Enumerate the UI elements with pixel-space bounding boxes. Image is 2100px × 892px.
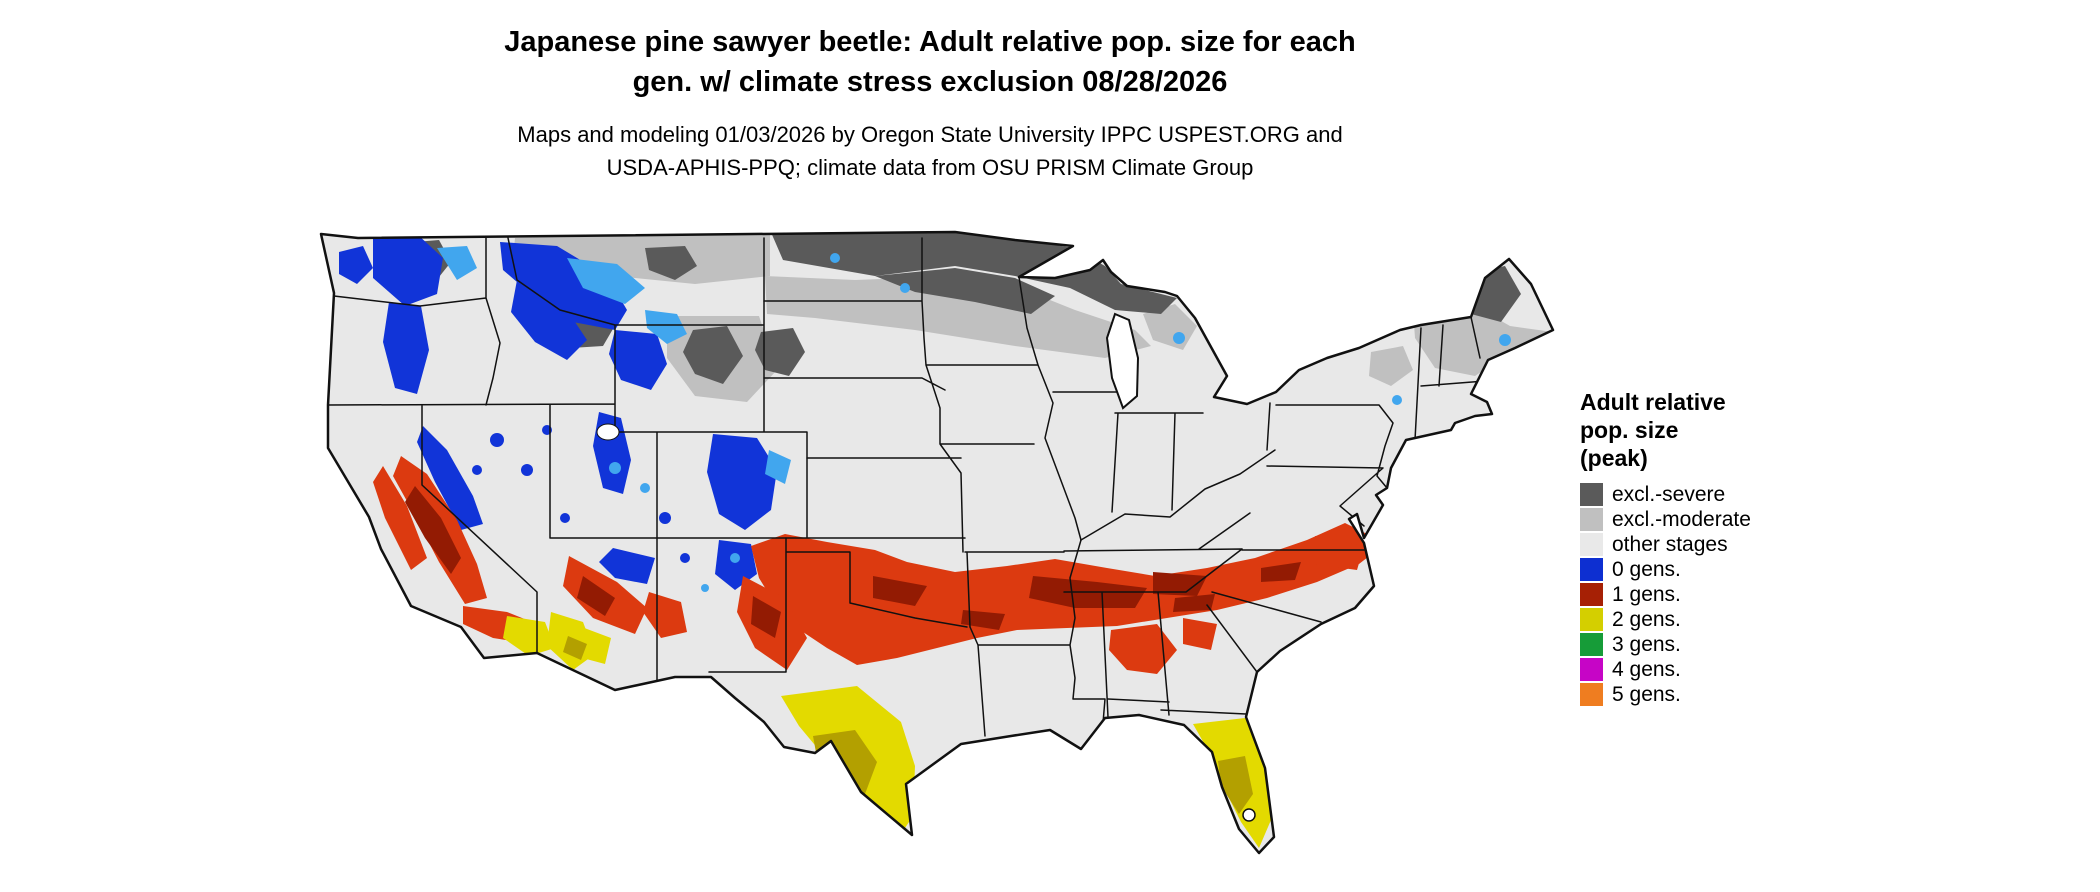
legend-label: 0 gens. bbox=[1612, 558, 1681, 581]
legend-title-line3: (peak) bbox=[1580, 445, 1648, 471]
us-generation-map bbox=[319, 230, 1555, 855]
lake-michigan bbox=[1105, 312, 1140, 410]
gens0-regions bbox=[339, 234, 777, 590]
legend-label: excl.-severe bbox=[1612, 483, 1726, 506]
map-area bbox=[315, 218, 1555, 886]
legend-label: 1 gens. bbox=[1612, 583, 1681, 606]
lakes bbox=[596, 312, 1256, 822]
legend-title-line1: Adult relative bbox=[1580, 389, 1726, 415]
color-swatch bbox=[1580, 583, 1603, 606]
legend-items: excl.-severe excl.-moderate other stages… bbox=[1580, 482, 1900, 707]
legend-title-line2: pop. size bbox=[1580, 417, 1679, 443]
legend-item-other-stages: other stages bbox=[1580, 532, 1900, 557]
legend-item-excl-moderate: excl.-moderate bbox=[1580, 507, 1900, 532]
legend-label: 4 gens. bbox=[1612, 658, 1681, 681]
legend-label: excl.-moderate bbox=[1612, 508, 1751, 531]
color-swatch bbox=[1580, 633, 1603, 656]
us-outline bbox=[319, 230, 1555, 855]
color-swatch bbox=[1580, 608, 1603, 631]
color-swatch bbox=[1580, 558, 1603, 581]
map-subtitle-line2: USDA-APHIS-PPQ; climate data from OSU PR… bbox=[606, 155, 1254, 180]
lake-okeechobee bbox=[1242, 808, 1256, 822]
legend-label: 2 gens. bbox=[1612, 608, 1681, 631]
legend-item-2-gens: 2 gens. bbox=[1580, 607, 1900, 632]
color-swatch bbox=[1580, 658, 1603, 681]
legend-item-0-gens: 0 gens. bbox=[1580, 557, 1900, 582]
legend: Adult relative pop. size (peak) excl.-se… bbox=[1580, 388, 1900, 707]
color-swatch bbox=[1580, 483, 1603, 506]
map-subtitle-line1: Maps and modeling 01/03/2026 by Oregon S… bbox=[517, 122, 1343, 147]
legend-label: 5 gens. bbox=[1612, 683, 1681, 706]
legend-item-1-gens: 1 gens. bbox=[1580, 582, 1900, 607]
legend-item-4-gens: 4 gens. bbox=[1580, 657, 1900, 682]
map-title-line1: Japanese pine sawyer beetle: Adult relat… bbox=[504, 26, 1356, 58]
map-header: Japanese pine sawyer beetle: Adult relat… bbox=[0, 22, 1860, 184]
great-salt-lake bbox=[596, 423, 620, 441]
map-title-line2: gen. w/ climate stress exclusion 08/28/2… bbox=[632, 66, 1228, 98]
legend-label: 3 gens. bbox=[1612, 633, 1681, 656]
map-subtitle: Maps and modeling 01/03/2026 by Oregon S… bbox=[0, 118, 1860, 184]
gens1-dark-regions bbox=[405, 486, 1301, 638]
legend-item-5-gens: 5 gens. bbox=[1580, 682, 1900, 707]
state-borders bbox=[327, 237, 1486, 737]
legend-item-excl-severe: excl.-severe bbox=[1580, 482, 1900, 507]
color-swatch bbox=[1580, 683, 1603, 706]
legend-label: other stages bbox=[1612, 533, 1728, 556]
color-swatch bbox=[1580, 508, 1603, 531]
gens0-light-regions bbox=[437, 246, 1511, 592]
legend-item-3-gens: 3 gens. bbox=[1580, 632, 1900, 657]
color-swatch bbox=[1580, 533, 1603, 556]
map-fill-layers bbox=[321, 232, 1553, 853]
